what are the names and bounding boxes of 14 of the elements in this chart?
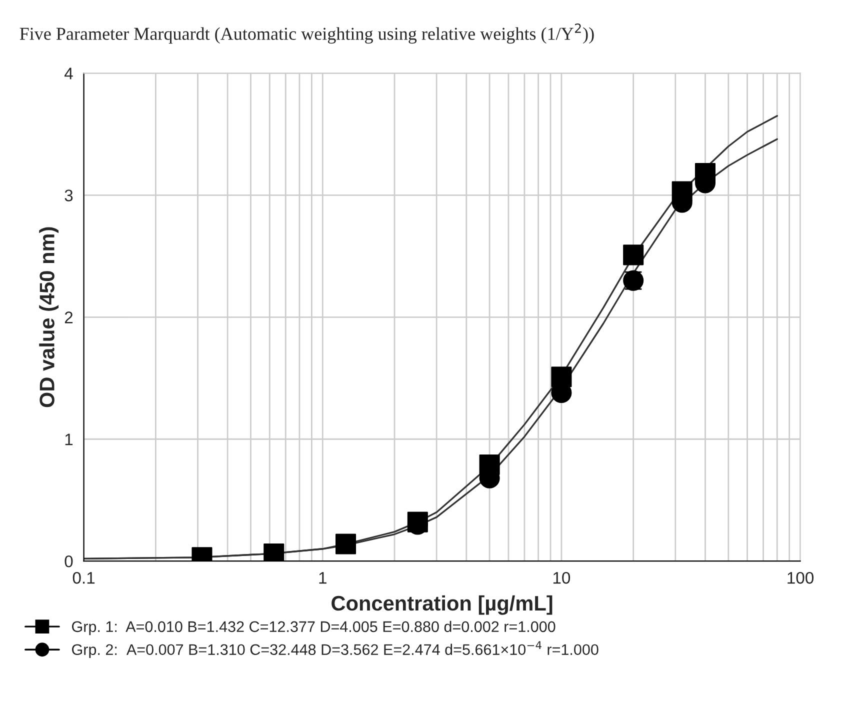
- y-tick-label: 1: [65, 434, 73, 446]
- y-axis-title: OD value (450 nm): [39, 227, 59, 408]
- y-tick-label: 0: [64, 555, 73, 568]
- y-tick-label: 2: [64, 312, 73, 324]
- legend-label: Grp. 2: A=0.007 B=1.310 C=32.448 D=3.562 E=2.474 d=5.661×10$^{−4}$ r=1.000: [72, 641, 598, 658]
- legend-label: Grp. 1: A=0.010 B=1.432 C=12.377 D=4.005 E=0.880 d=0.002 r=1.000: [72, 620, 556, 636]
- x-tick-label: 10: [553, 572, 570, 584]
- y-tick-label: 4: [64, 68, 73, 80]
- x-tick-label: 100: [788, 572, 814, 584]
- y-tick-label: 3: [64, 190, 73, 202]
- x-axis-title: Concentration [µg/mL]: [332, 595, 552, 615]
- chart-title: Five Parameter Marquardt (Automatic weighting using relative weights (1/Y$^{2}$)): [20, 23, 594, 44]
- x-tick-label: 0.1: [72, 572, 95, 584]
- x-tick-label: 1: [319, 572, 326, 584]
